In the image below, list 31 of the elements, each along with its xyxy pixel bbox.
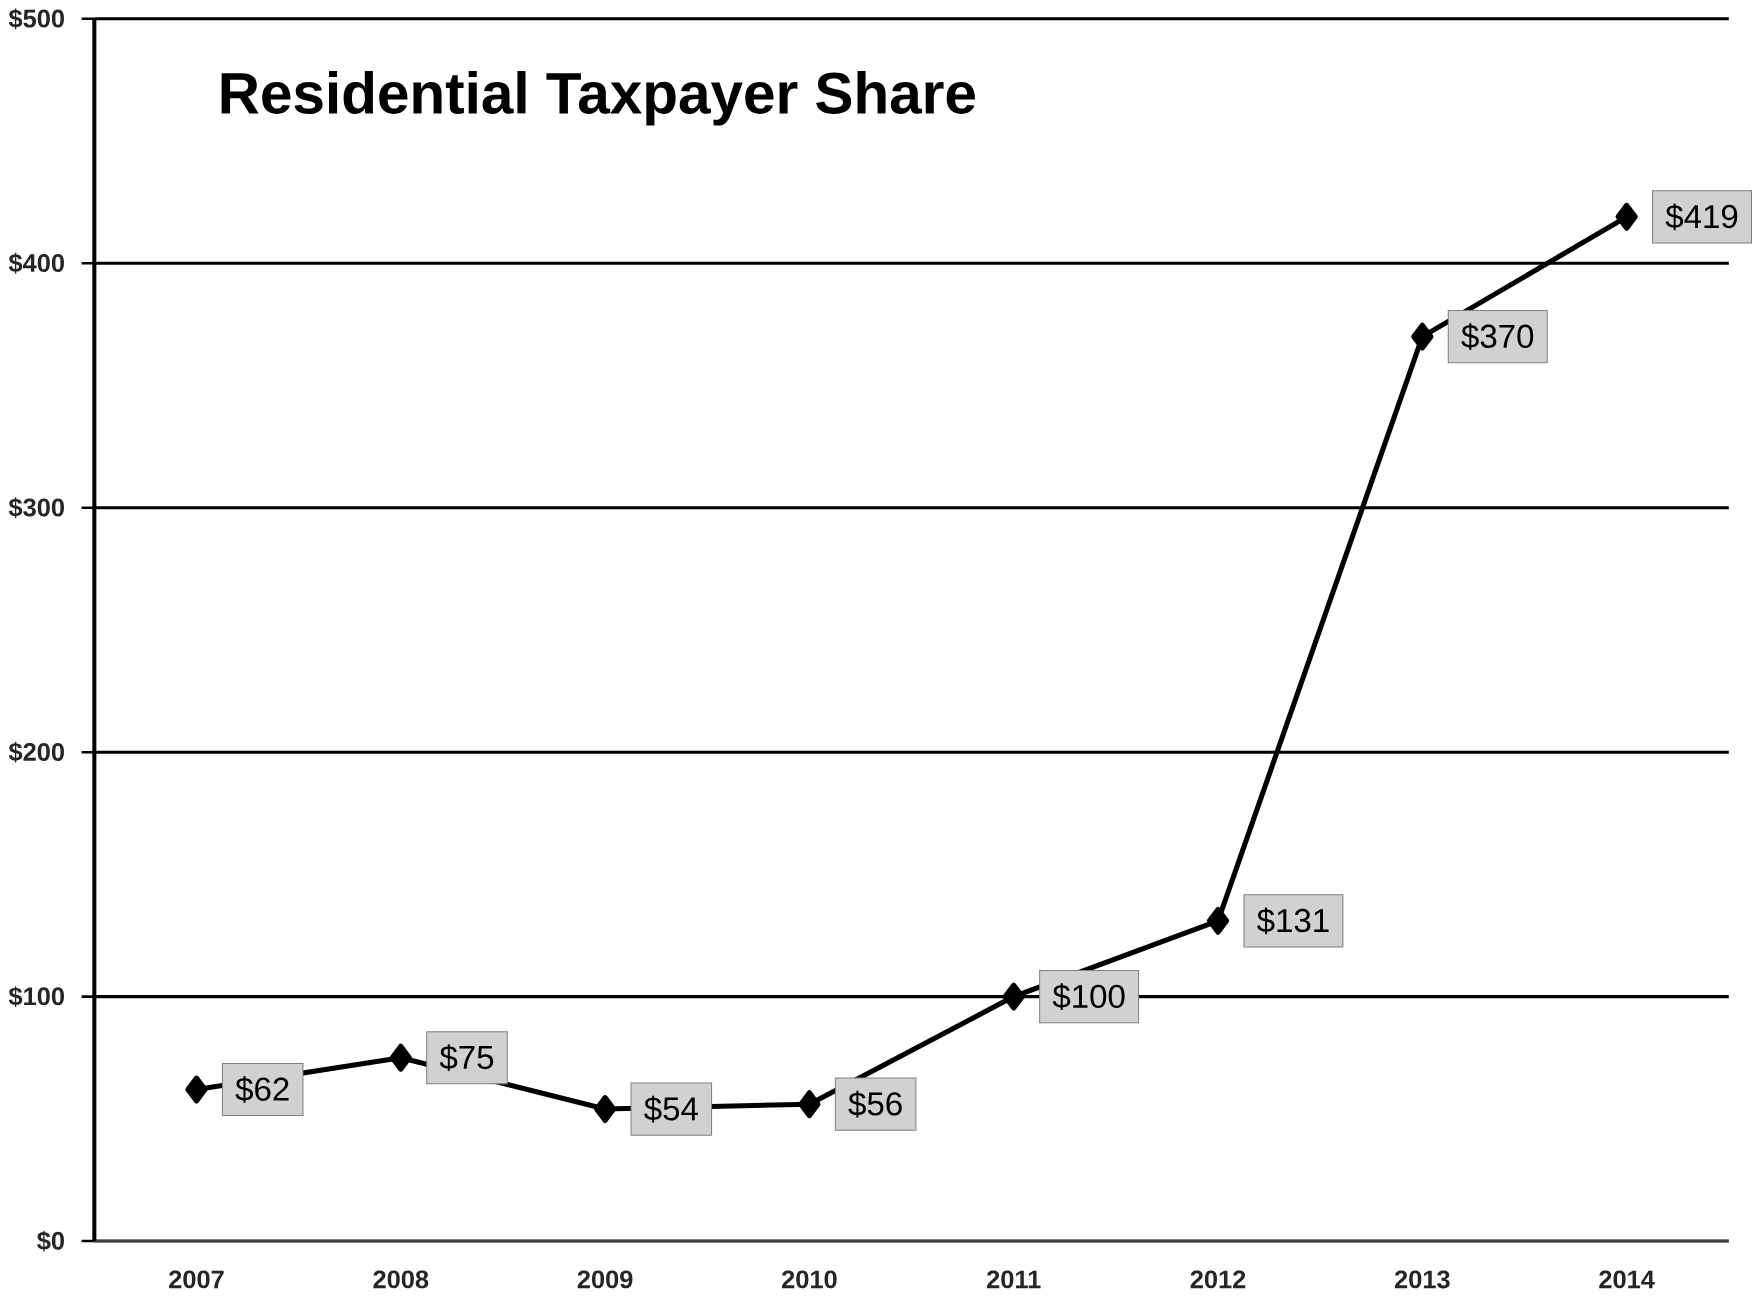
y-tick-label: $400 — [8, 252, 64, 274]
x-tick-label: 2011 — [987, 1270, 1041, 1289]
data-label: $131 — [1257, 907, 1329, 935]
text: Residential Taxpayer Share — [221, 71, 975, 126]
point — [1411, 322, 1434, 351]
x-tick-label: 2014 — [1599, 1270, 1655, 1289]
point — [389, 1043, 412, 1072]
x-tick-label: 2010 — [782, 1270, 837, 1289]
x-tick-label: 2008 — [373, 1270, 429, 1289]
data-label: $100 — [1052, 983, 1125, 1011]
point — [593, 1095, 617, 1124]
y-tick-label: $500 — [8, 8, 64, 30]
point — [798, 1090, 821, 1119]
x-tick-label: 2007 — [169, 1270, 224, 1289]
x-tick-label: 2009 — [577, 1270, 633, 1289]
x-tick-label: 2012 — [1190, 1270, 1246, 1289]
y-tick-label: $200 — [8, 741, 64, 763]
data-label: $56 — [848, 1090, 902, 1118]
point — [1206, 906, 1230, 935]
point — [1615, 202, 1638, 231]
data-label: $370 — [1461, 323, 1534, 351]
y-tick-label: $0 — [37, 1230, 64, 1252]
data-label: $54 — [644, 1095, 698, 1123]
point — [1002, 982, 1025, 1011]
data-label: $419 — [1665, 203, 1738, 231]
data-label: $75 — [439, 1044, 494, 1072]
point — [185, 1075, 208, 1104]
x-tick-label: 2013 — [1394, 1270, 1450, 1289]
y-tick-label: $100 — [8, 986, 64, 1008]
y-tick-label: $300 — [8, 497, 64, 519]
data-label: $62 — [235, 1076, 289, 1103]
